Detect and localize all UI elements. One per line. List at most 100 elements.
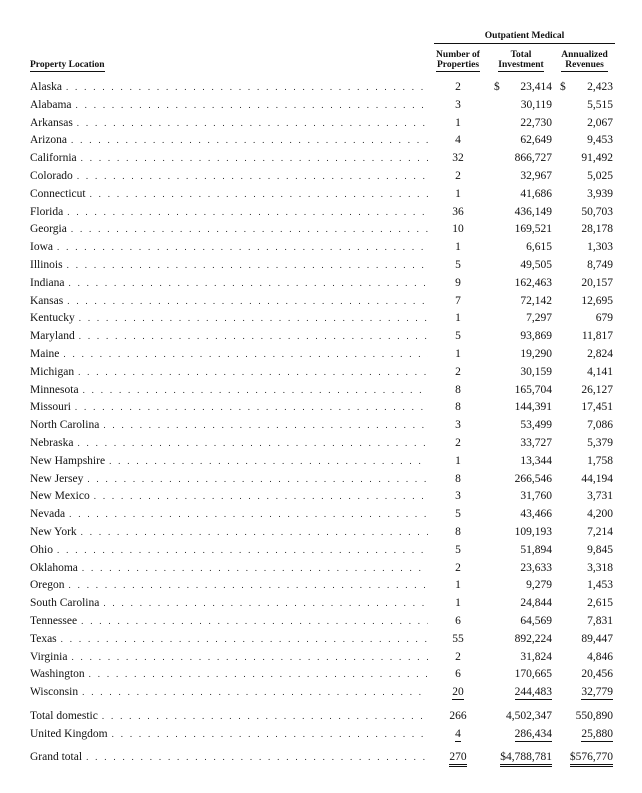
property-location-cell: Kansas. . . . . . . . . . . . . . . . . … [30, 293, 428, 311]
table-row: Minnesota. . . . . . . . . . . . . . . .… [30, 382, 615, 400]
total-investment-cell: 24,844 [520, 597, 552, 610]
dot-leader: . . . . . . . . . . . . . . . . . . . . … [101, 710, 428, 721]
number-of-properties-cell: 2 [455, 169, 461, 182]
total-investment-cell: 49,505 [520, 258, 552, 271]
number-of-properties-cell: 8 [455, 383, 461, 396]
total-investment-cell: 109,193 [514, 525, 552, 538]
dot-leader: . . . . . . . . . . . . . . . . . . . . … [86, 752, 428, 763]
annualized-revenues-cell: 8,749 [587, 258, 614, 271]
number-of-properties-cell: 266 [449, 709, 467, 722]
property-location: New Hampshire [30, 454, 110, 467]
dot-leader: . . . . . . . . . . . . . . . . . . . . … [81, 615, 428, 626]
property-location: Alaska [30, 81, 66, 93]
dot-leader: . . . . . . . . . . . . . . . . . . . . … [60, 633, 428, 644]
annualized-revenues-cell: 550,890 [575, 709, 614, 722]
table-row: Alabama. . . . . . . . . . . . . . . . .… [30, 97, 615, 115]
total-investment-cell: 286,434 [514, 727, 552, 742]
annualized-revenues-cell: 9,845 [587, 543, 614, 556]
number-of-properties-cell: 20 [452, 686, 464, 701]
annualized-revenues-cell: 20,456 [581, 668, 614, 681]
investment-column-header: Total Investment [498, 50, 544, 72]
table-row: Iowa. . . . . . . . . . . . . . . . . . … [30, 239, 615, 257]
dot-leader: . . . . . . . . . . . . . . . . . . . . … [82, 384, 428, 395]
number-of-properties-cell: 2 [455, 365, 461, 378]
property-location-cell: Nebraska. . . . . . . . . . . . . . . . … [30, 435, 428, 453]
table-row: Kansas. . . . . . . . . . . . . . . . . … [30, 293, 615, 311]
total-investment-cell: 266,546 [514, 472, 552, 485]
table-row: Nebraska. . . . . . . . . . . . . . . . … [30, 435, 615, 453]
property-location: New York [30, 525, 81, 538]
annualized-revenues-cell: 4,200 [587, 508, 614, 521]
annualized-revenues-cell: 3,939 [587, 187, 614, 200]
dot-leader: . . . . . . . . . . . . . . . . . . . . … [68, 277, 428, 288]
annualized-revenues-cell: 3,731 [587, 490, 614, 503]
table-row: Maryland. . . . . . . . . . . . . . . . … [30, 328, 615, 346]
total-investment-cell: 892,224 [514, 632, 552, 645]
property-location: Illinois [30, 258, 67, 271]
number-of-properties-cell: 2 [455, 561, 461, 574]
table-row: New York. . . . . . . . . . . . . . . . … [30, 524, 615, 542]
property-location: Washington [30, 668, 89, 681]
dot-leader: . . . . . . . . . . . . . . . . . . . . … [63, 348, 428, 359]
annualized-revenues-cell: 4,141 [587, 365, 614, 378]
number-of-properties-cell: 6 [455, 614, 461, 627]
property-location: Florida [30, 205, 68, 218]
property-location-cell: Ohio. . . . . . . . . . . . . . . . . . … [30, 542, 428, 560]
annualized-revenues-cell: $2,423 [554, 79, 615, 97]
property-location: Maryland [30, 330, 79, 343]
dot-leader: . . . . . . . . . . . . . . . . . . . . … [68, 580, 429, 591]
table-row: Connecticut. . . . . . . . . . . . . . .… [30, 186, 615, 204]
property-location-cell: Texas. . . . . . . . . . . . . . . . . .… [30, 631, 428, 649]
annualized-revenues-cell: 5,379 [587, 436, 614, 449]
number-of-properties-cell: 6 [455, 668, 461, 681]
number-of-properties-cell: 8 [455, 401, 461, 414]
property-location-cell: Alaska. . . . . . . . . . . . . . . . . … [30, 79, 428, 97]
table-row: North Carolina. . . . . . . . . . . . . … [30, 417, 615, 435]
annualized-revenues-cell: 7,214 [587, 525, 614, 538]
annualized-revenues-cell: 3,318 [587, 561, 614, 574]
property-location-cell: New Mexico. . . . . . . . . . . . . . . … [30, 488, 428, 506]
annualized-revenues-cell: 89,447 [581, 632, 614, 645]
table-row: Grand total. . . . . . . . . . . . . . .… [30, 749, 615, 768]
property-location: Connecticut [30, 187, 90, 200]
property-location: Arizona [30, 134, 72, 147]
dot-leader: . . . . . . . . . . . . . . . . . . . . … [76, 170, 428, 181]
annualized-revenues-cell: 2,824 [587, 347, 614, 360]
total-investment-cell: 41,686 [520, 187, 552, 200]
dot-leader: . . . . . . . . . . . . . . . . . . . . … [69, 509, 428, 520]
total-investment-cell: 9,279 [526, 579, 552, 592]
property-location-cell: North Carolina. . . . . . . . . . . . . … [30, 417, 428, 435]
number-of-properties-cell: 9 [455, 276, 461, 289]
property-location-cell: Missouri. . . . . . . . . . . . . . . . … [30, 399, 428, 417]
total-investment-cell: 4,502,347 [506, 709, 552, 722]
property-location-cell: South Carolina. . . . . . . . . . . . . … [30, 595, 428, 613]
property-location-cell: Iowa. . . . . . . . . . . . . . . . . . … [30, 239, 428, 257]
table-row: South Carolina. . . . . . . . . . . . . … [30, 595, 615, 613]
annualized-revenues-cell: $576,770 [554, 749, 615, 768]
revenues-column-header: Annualized Revenues [561, 50, 608, 72]
property-location: Alabama [30, 98, 76, 111]
total-investment-cell: 33,727 [520, 436, 552, 449]
total-investment-cell: 169,521 [514, 223, 552, 236]
dot-leader: . . . . . . . . . . . . . . . . . . . . … [103, 420, 428, 431]
property-location: Nevada [30, 508, 70, 521]
total-investment-cell: 162,463 [514, 276, 552, 289]
annualized-revenues-cell: 91,492 [581, 152, 614, 165]
table-row: Wisconsin. . . . . . . . . . . . . . . .… [30, 684, 615, 702]
property-location-cell: Maryland. . . . . . . . . . . . . . . . … [30, 328, 428, 346]
number-of-properties-cell: 5 [455, 508, 461, 521]
total-investment-cell: 23,633 [520, 561, 552, 574]
number-of-properties-cell: 4 [455, 134, 461, 147]
property-location-cell: Illinois. . . . . . . . . . . . . . . . … [30, 257, 428, 275]
property-location-cell: Virginia. . . . . . . . . . . . . . . . … [30, 649, 428, 667]
number-of-properties-cell: 2 [455, 81, 461, 93]
total-investment-cell: $23,414 [488, 79, 554, 97]
property-location-cell: Connecticut. . . . . . . . . . . . . . .… [30, 186, 428, 204]
property-location: South Carolina [30, 597, 104, 610]
number-of-properties-cell: 55 [452, 632, 464, 645]
property-location-cell: United Kingdom. . . . . . . . . . . . . … [30, 726, 428, 744]
number-of-properties-cell: 10 [452, 223, 464, 236]
dot-leader: . . . . . . . . . . . . . . . . . . . . … [88, 669, 428, 680]
total-investment-cell: 13,344 [520, 454, 552, 467]
property-location: Colorado [30, 169, 77, 182]
